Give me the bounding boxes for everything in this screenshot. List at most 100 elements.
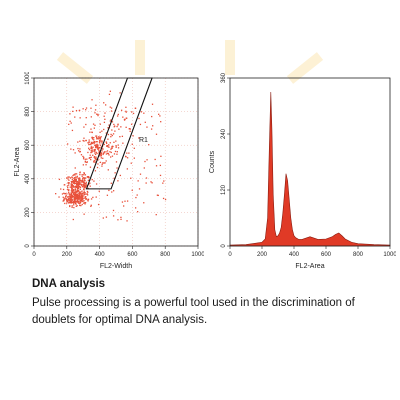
scatter-point xyxy=(90,156,92,158)
scatter-point xyxy=(103,102,105,104)
scatter-point xyxy=(76,187,79,190)
scatter-point xyxy=(71,181,73,183)
y-tick-label: 360 xyxy=(221,72,227,83)
scatter-point xyxy=(89,143,91,146)
scatter-point xyxy=(102,148,104,150)
scatter-point xyxy=(69,186,71,188)
scatter-point xyxy=(73,196,76,198)
scatter-point xyxy=(87,191,89,193)
scatter-point xyxy=(111,129,113,131)
x-axis-label: FL2-Area xyxy=(295,263,324,270)
scatter-point xyxy=(70,192,72,194)
y-axis-label: FL2-Area xyxy=(14,147,21,176)
scatter-point xyxy=(78,192,81,194)
scatter-plot: R1 0 200 400 600 800 1000 0 200 400 600 800 1000 F… xyxy=(14,72,204,270)
scatter-point xyxy=(67,189,70,192)
scatter-point xyxy=(82,177,84,180)
scatter-point xyxy=(98,149,100,151)
scatter-point xyxy=(84,161,87,163)
scatter-point xyxy=(122,116,124,118)
scatter-point xyxy=(88,139,90,141)
gate-r1[interactable] xyxy=(85,77,153,190)
scatter-point xyxy=(143,202,145,204)
scatter-point xyxy=(78,179,80,182)
scatter-point xyxy=(77,196,79,199)
scatter-point xyxy=(105,141,107,143)
scatter-point xyxy=(114,125,116,127)
scatter-point xyxy=(77,177,79,179)
scatter-point xyxy=(125,111,127,113)
scatter-point xyxy=(73,200,76,202)
scatter-point xyxy=(71,205,73,207)
scatter-point xyxy=(78,197,80,199)
scatter-point xyxy=(90,158,92,161)
scatter-point xyxy=(108,93,111,96)
scatter-point xyxy=(94,157,96,159)
scatter-point xyxy=(91,148,93,150)
scatter-point xyxy=(103,115,105,117)
scatter-point xyxy=(77,182,79,184)
scatter-point xyxy=(116,167,118,169)
scatter-point xyxy=(94,150,96,152)
scatter-point xyxy=(108,144,110,146)
scatter-point xyxy=(83,193,85,196)
scatter-point xyxy=(87,151,89,154)
scatter-point xyxy=(97,114,99,117)
scatter-point xyxy=(100,155,103,157)
scatter-point xyxy=(75,203,77,205)
scatter-point xyxy=(84,187,86,189)
scatter-point xyxy=(83,178,85,180)
scatter-point xyxy=(76,205,78,207)
scatter-point xyxy=(62,196,64,198)
y-tick-label: 400 xyxy=(25,173,31,184)
scatter-point xyxy=(68,201,70,204)
scatter-point xyxy=(95,183,98,185)
scatter-point xyxy=(100,136,102,138)
scatter-point xyxy=(143,112,145,114)
scatter-point xyxy=(97,148,99,150)
scatter-point xyxy=(131,111,133,113)
scatter-point xyxy=(65,195,67,198)
x-tick-label: 600 xyxy=(127,252,138,258)
histogram-area xyxy=(229,91,391,247)
scatter-point xyxy=(117,144,119,146)
scatter-point xyxy=(114,130,116,132)
scatter-point xyxy=(105,132,107,134)
scatter-point xyxy=(113,177,115,179)
scatter-point xyxy=(100,153,102,156)
scatter-point xyxy=(91,178,93,181)
scatter-point xyxy=(125,110,127,112)
scatter-point xyxy=(98,136,101,138)
scatter-point xyxy=(70,122,72,124)
scatter-point xyxy=(104,118,106,120)
scatter-point xyxy=(83,156,85,159)
scatter-point xyxy=(159,115,161,117)
scatter-point xyxy=(84,191,86,194)
scatter-point xyxy=(63,184,65,186)
scatter-point xyxy=(103,152,105,154)
scatter-point xyxy=(79,193,81,196)
scatter-point xyxy=(84,174,87,176)
scatter-point xyxy=(119,92,121,94)
scatter-point xyxy=(72,193,75,195)
scatter-point xyxy=(63,199,65,202)
scatter-point xyxy=(86,161,88,164)
scatter-point xyxy=(95,156,97,158)
scatter-point xyxy=(85,164,87,166)
scatter-point xyxy=(73,178,76,181)
scatter-point xyxy=(71,201,73,203)
scatter-point xyxy=(70,185,73,187)
scatter-point xyxy=(102,217,104,219)
scatter-point xyxy=(164,198,167,201)
scatter-point xyxy=(85,139,87,142)
scatter-point xyxy=(79,148,81,150)
scatter-point xyxy=(117,123,119,125)
scatter-point xyxy=(96,136,98,139)
scatter-point xyxy=(117,147,120,149)
scatter-point xyxy=(82,200,84,202)
x-tick-label: 1000 xyxy=(191,252,204,258)
scatter-point xyxy=(86,158,88,160)
scatter-point xyxy=(72,188,74,191)
scatter-point xyxy=(162,197,165,200)
